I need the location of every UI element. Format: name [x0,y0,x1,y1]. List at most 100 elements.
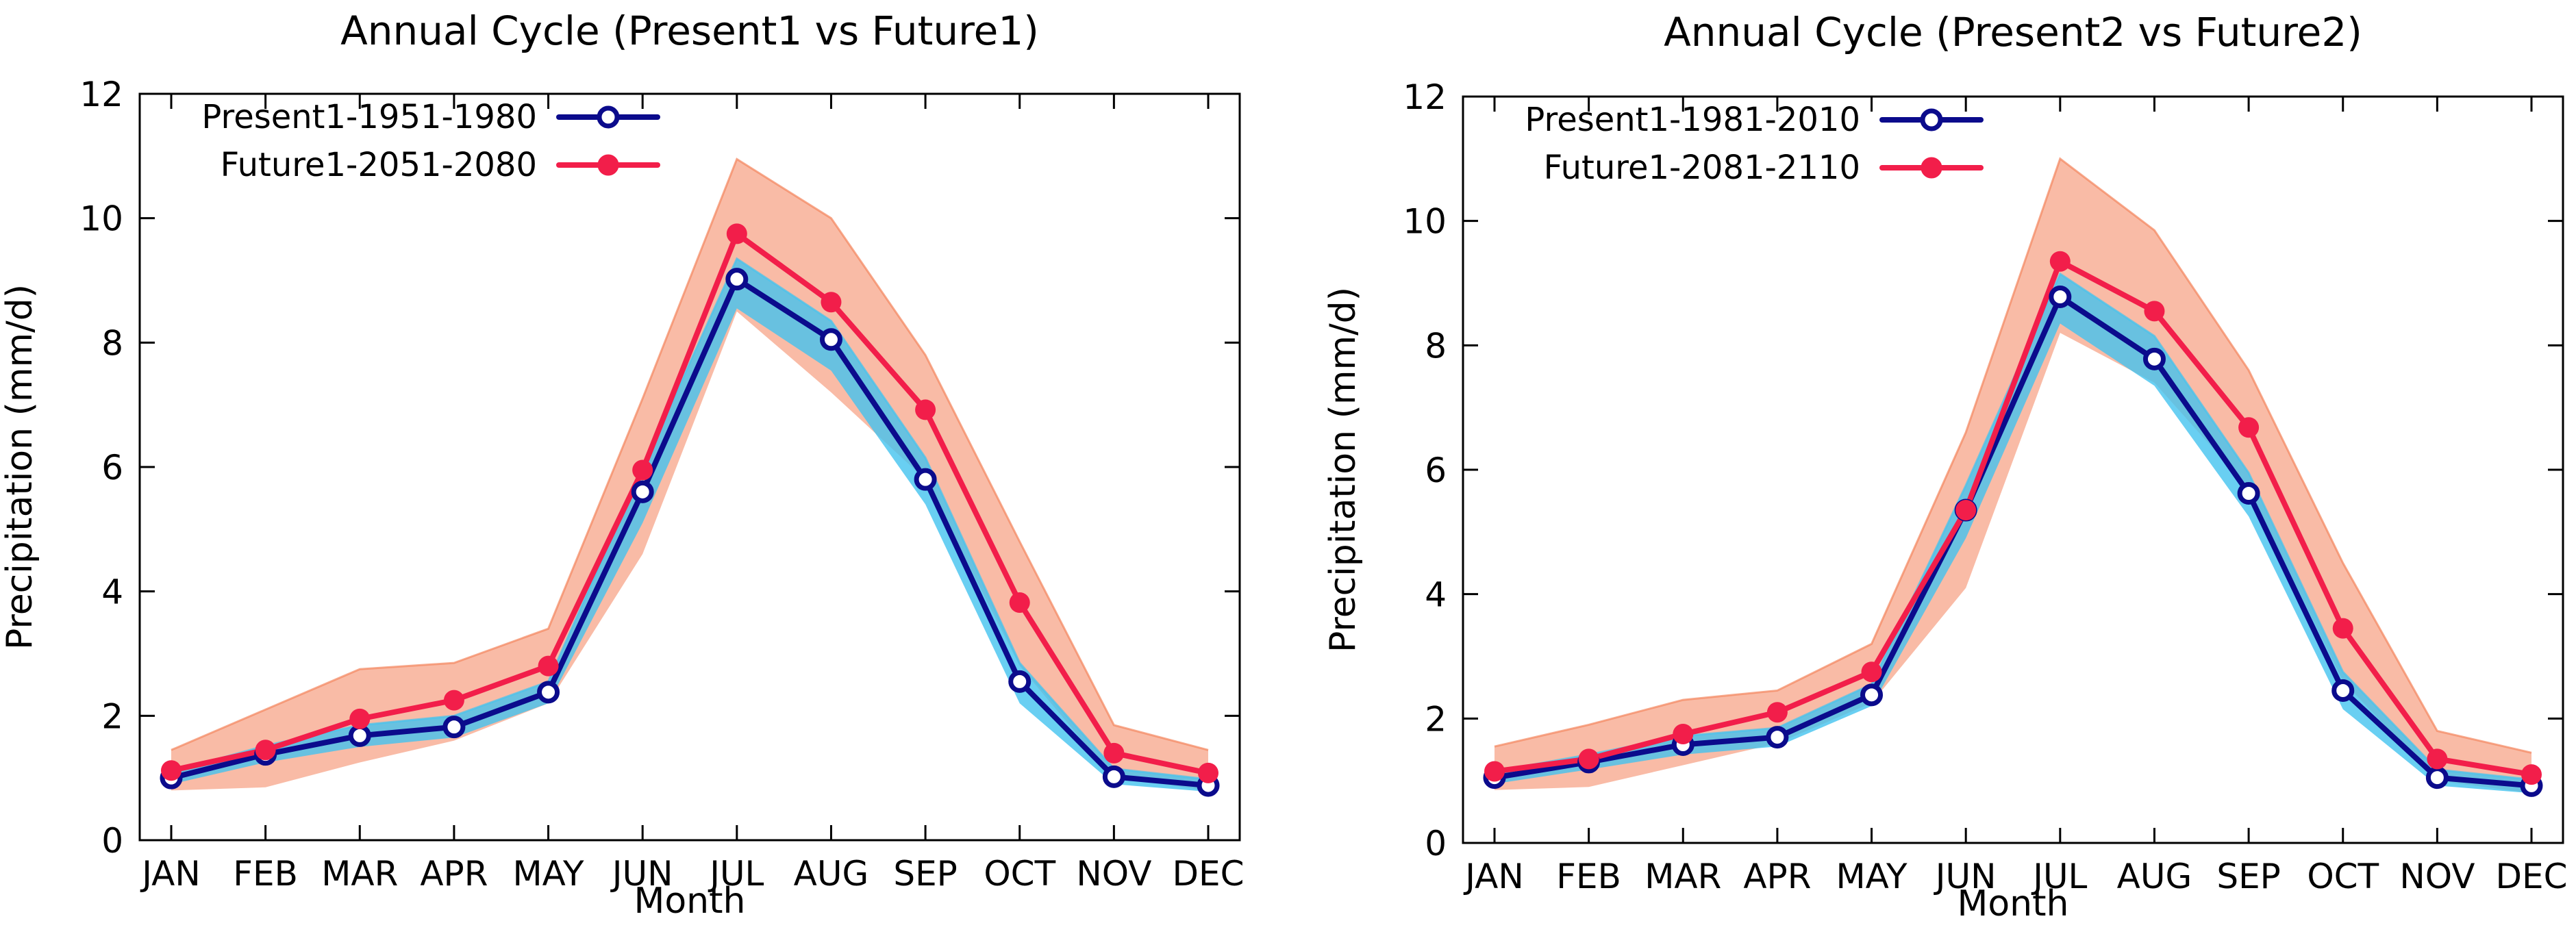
data-point-present [2425,766,2449,790]
x-tick-label: SEP [893,854,957,894]
y-tick-label: 10 [79,199,123,239]
data-point-present [442,716,466,739]
data-point-present [1102,765,1125,788]
data-point-future [821,292,842,313]
legend-label-present: Present1-1951-1980 [201,98,537,136]
x-axis-ticks: JAN FEB MAR APR MAY JUN JUL AUG SEP OCT NOV DEC [140,94,1245,894]
data-point-future [1198,762,1218,783]
ensemble-spread-layer [1494,157,2532,794]
series-spread-upper-edge [1494,157,2532,754]
data-point-future [1103,742,1125,763]
data-point-present [348,724,371,747]
legend-label-future: Future1-2051-2080 [221,146,537,184]
x-tick-label: NOV [1076,854,1151,894]
x-tick-label: OCT [984,854,1055,894]
x-axis-ticks: JAN FEB MAR APR MAY JUN JUL AUG SEP OCT NOV DEC [1463,97,2568,896]
y-axis-ticks: 0 2 4 6 8 10 12 [79,75,1240,861]
ensemble-spread-layer [171,157,1209,792]
series-line-future [1494,258,2532,778]
data-point-present [725,268,749,291]
legend: Present1-1951-1980 Future1-2051-2080 [201,98,660,184]
series-spread-band [1495,158,2531,794]
y-tick-label: 6 [1425,451,1447,490]
legend-label-future: Future1-2081-2110 [1544,149,1860,187]
chart-panel-present1-vs-future1: Annual Cycle (Present1 vs Future1) 0 2 4 6 8… [0,8,1245,922]
legend-marker-present [597,105,620,129]
series-spread-upper-edge [171,157,1209,751]
y-tick-label: 2 [1425,699,1447,739]
data-point-future [538,655,559,677]
x-tick-label: JAN [140,854,200,894]
x-tick-label: JUL [2031,857,2087,896]
x-tick-label: MAR [1645,857,1721,896]
legend-marker-present [1920,108,1943,131]
data-point-present [2142,347,2166,370]
data-point-future [915,399,936,420]
data-point-future [2427,748,2448,770]
data-point-future [2332,618,2353,639]
series-spread-upper-edge [171,257,1209,781]
data-point-future [1766,702,1788,723]
chart-title: Annual Cycle (Present2 vs Future2) [1664,9,2362,55]
data-point-future [1955,500,1977,521]
data-point-future [1673,724,1694,745]
series-spread-band [171,159,1208,791]
series-markers-layer [160,223,1220,797]
x-tick-label: JUN [1934,857,1997,896]
data-point-future [1009,592,1030,614]
data-point-present [631,480,654,503]
legend: Present1-1981-2010 Future1-2081-2110 [1525,101,1984,187]
x-axis-label: Month [1958,883,2069,924]
data-point-future [2521,764,2542,785]
x-tick-label: DEC [2495,857,2567,896]
x-tick-label: APR [420,854,488,894]
y-axis-label: Precipitation (mm/d) [1323,287,1364,653]
data-point-present [537,681,560,704]
chart-title: Annual Cycle (Present1 vs Future1) [340,8,1039,54]
x-tick-label: MAR [321,854,398,894]
y-tick-label: 0 [101,821,123,861]
y-axis-label: Precipitation (mm/d) [0,284,40,650]
y-tick-label: 10 [1403,202,1447,242]
y-axis-ticks: 0 2 4 6 8 10 12 [1403,77,2563,863]
data-point-future [2144,301,2165,322]
data-point-future [443,690,464,711]
x-tick-label: MAY [1836,857,1908,896]
y-tick-label: 0 [1425,824,1447,863]
data-point-present [819,328,842,351]
data-point-present [914,468,937,491]
y-tick-label: 6 [101,448,123,488]
x-axis-label: Month [634,881,746,922]
y-tick-label: 4 [1425,575,1447,615]
data-point-present [1766,726,1789,749]
series-line-present [171,276,1209,789]
series-lines-layer [1494,258,2532,789]
x-tick-label: NOV [2399,857,2475,896]
x-tick-label: FEB [1556,857,1621,896]
data-point-future [1484,761,1505,782]
x-tick-label: AUG [2117,857,2192,896]
x-tick-label: SEP [2216,857,2280,896]
y-tick-label: 8 [101,323,123,363]
x-tick-label: AUG [794,854,869,894]
x-tick-label: JUL [708,854,764,894]
x-tick-label: JUN [610,854,673,894]
data-point-future [726,223,747,244]
x-tick-label: JAN [1463,857,1523,896]
data-point-future [2049,251,2071,272]
y-tick-label: 4 [101,572,123,612]
y-tick-label: 12 [1403,77,1447,117]
series-lines-layer [171,231,1209,789]
series-line-present [1494,294,2532,789]
data-point-future [255,740,276,761]
y-tick-label: 8 [1425,326,1447,366]
y-tick-label: 2 [101,696,123,736]
x-tick-label: DEC [1172,854,1244,894]
data-point-present [1008,670,1031,693]
data-point-present [2331,679,2355,702]
series-markers-layer [1483,251,2543,797]
data-point-future [1578,748,1599,770]
chart-panel-present2-vs-future2: Annual Cycle (Present2 vs Future2) 0 2 4 6 8… [1323,9,2568,924]
data-point-future [632,459,653,481]
